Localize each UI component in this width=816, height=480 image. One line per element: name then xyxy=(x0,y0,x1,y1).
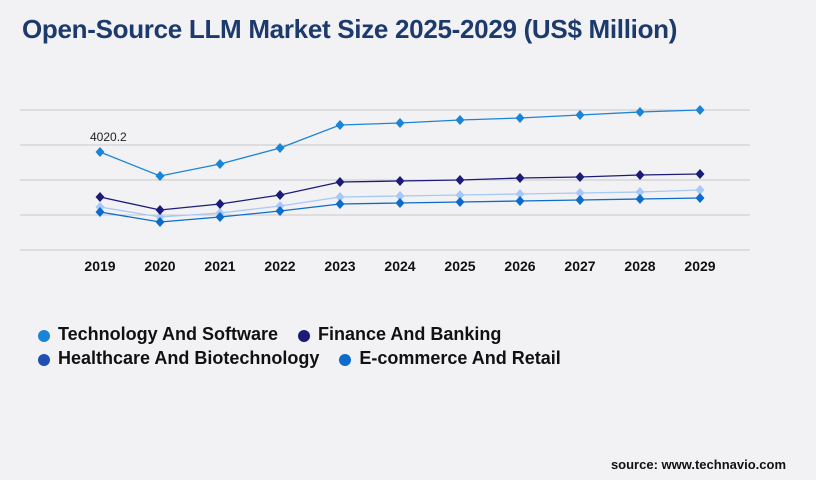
x-tick-label: 2026 xyxy=(504,258,535,274)
x-tick-label: 2027 xyxy=(564,258,595,274)
data-point xyxy=(395,198,405,209)
data-point xyxy=(335,177,345,188)
legend-marker xyxy=(339,354,352,366)
legend-label: Technology And Software xyxy=(58,323,279,344)
legend: Technology And Software Finance And Bank… xyxy=(38,322,581,370)
legend-label: Finance And Banking xyxy=(318,323,502,344)
x-tick-label: 2021 xyxy=(204,258,235,274)
x-tick-label: 2024 xyxy=(384,258,415,274)
data-point xyxy=(95,146,105,157)
data-point xyxy=(635,194,645,205)
data-point xyxy=(215,198,225,209)
data-point xyxy=(635,169,645,180)
data-point xyxy=(455,175,465,186)
data-point xyxy=(155,204,165,215)
data-point xyxy=(515,189,525,200)
data-point xyxy=(275,190,285,201)
data-point xyxy=(575,188,585,199)
legend-item-ecommerce: E-commerce And Retail xyxy=(339,347,561,369)
line-chart: 2019 2020 2021 2022 2023 2024 2025 2026 2027 2028… xyxy=(20,105,750,274)
data-point xyxy=(635,187,645,198)
legend-item-finance: Finance And Banking xyxy=(298,324,501,345)
data-point xyxy=(275,205,285,216)
data-point xyxy=(215,211,225,222)
data-point xyxy=(335,198,345,209)
legend-item-technology: Technology And Software xyxy=(38,324,278,345)
data-point xyxy=(515,173,525,184)
data-point xyxy=(455,114,465,125)
data-point xyxy=(695,105,705,115)
legend-marker xyxy=(38,354,50,366)
chart-title: Open-Source LLM Market Size 2025-2029 (U… xyxy=(22,14,678,44)
data-point xyxy=(455,190,465,201)
x-tick-label: 2022 xyxy=(264,258,295,274)
data-point xyxy=(335,119,345,130)
x-tick-label: 2029 xyxy=(684,258,715,274)
data-point xyxy=(95,192,105,203)
data-point xyxy=(275,143,285,154)
data-point xyxy=(515,196,525,207)
x-tick-label: 2023 xyxy=(324,258,355,274)
legend-label: Healthcare And Biotechnology xyxy=(58,347,320,368)
legend-item-healthcare: Healthcare And Biotechnology xyxy=(38,348,319,369)
legend-marker xyxy=(298,330,311,342)
data-point xyxy=(695,185,705,196)
data-point xyxy=(155,216,165,227)
x-tick-label: 2020 xyxy=(144,258,175,274)
data-point xyxy=(635,106,645,117)
data-point xyxy=(335,192,345,203)
data-point xyxy=(575,171,585,182)
data-point xyxy=(695,193,705,204)
data-point xyxy=(395,117,405,128)
data-point xyxy=(455,197,465,208)
data-point xyxy=(695,168,705,179)
data-label: 4020.2 xyxy=(90,130,127,144)
legend-marker xyxy=(38,330,50,342)
x-tick-label: 2028 xyxy=(624,258,655,274)
source-note: source: www.technavio.com xyxy=(610,457,786,472)
data-point xyxy=(395,191,405,202)
x-tick-label: 2025 xyxy=(444,258,475,274)
data-point xyxy=(395,176,405,187)
data-point xyxy=(155,170,165,181)
x-tick-label: 2019 xyxy=(84,258,115,274)
legend-label: E-commerce And Retail xyxy=(359,347,561,368)
data-point xyxy=(515,112,525,123)
data-point xyxy=(215,158,225,169)
data-point xyxy=(575,109,585,120)
data-point xyxy=(95,206,105,217)
data-point xyxy=(575,195,585,206)
